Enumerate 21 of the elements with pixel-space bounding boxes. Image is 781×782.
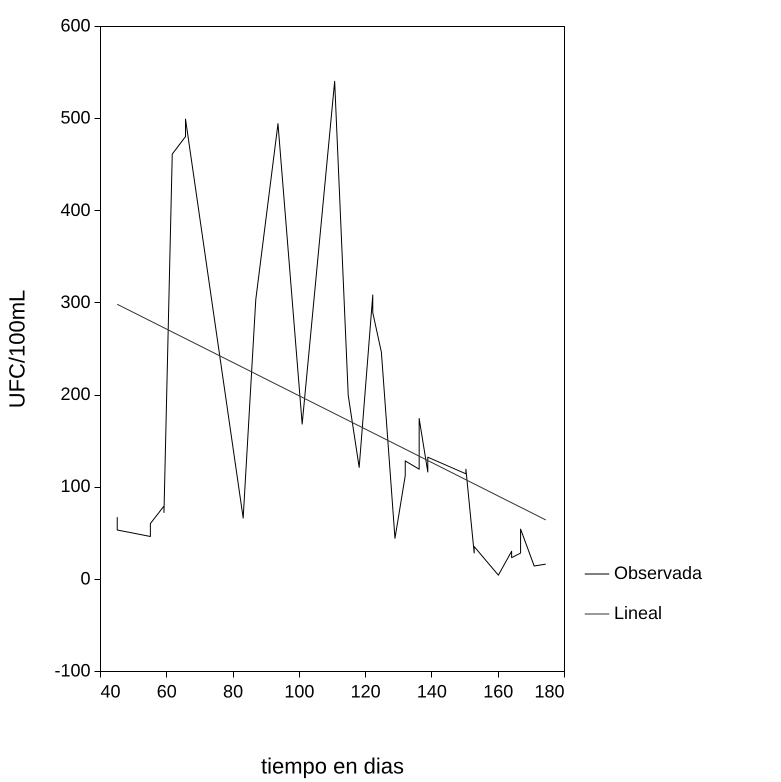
y-tick-label: -100: [54, 660, 90, 680]
line-series: [116, 80, 546, 576]
y-tick-label: 0: [80, 568, 90, 588]
y-tick-label: 300: [60, 292, 90, 312]
x-tick-label: 100: [284, 682, 314, 702]
x-tick-label: 80: [223, 682, 244, 702]
x-tick-label: 60: [156, 682, 177, 702]
legend-label: Observada: [614, 563, 704, 583]
x-axis-title: tiempo en dias: [260, 754, 404, 778]
y-tick-label: 100: [60, 476, 90, 496]
x-tick-label: 160: [483, 682, 514, 702]
x-tick-label: 40: [100, 682, 121, 702]
x-tick-label: 120: [350, 682, 381, 702]
x-tick-label: 140: [416, 682, 447, 702]
x-tick-label: 180: [534, 682, 564, 702]
y-axis-title: UFC/100mL: [4, 290, 30, 408]
y-tick-label: 400: [60, 200, 90, 220]
legend-label: Lineal: [614, 603, 662, 623]
y-tick-label: 600: [60, 16, 90, 36]
y-tick-label: 500: [60, 108, 90, 128]
y-tick-label: 200: [60, 384, 90, 404]
